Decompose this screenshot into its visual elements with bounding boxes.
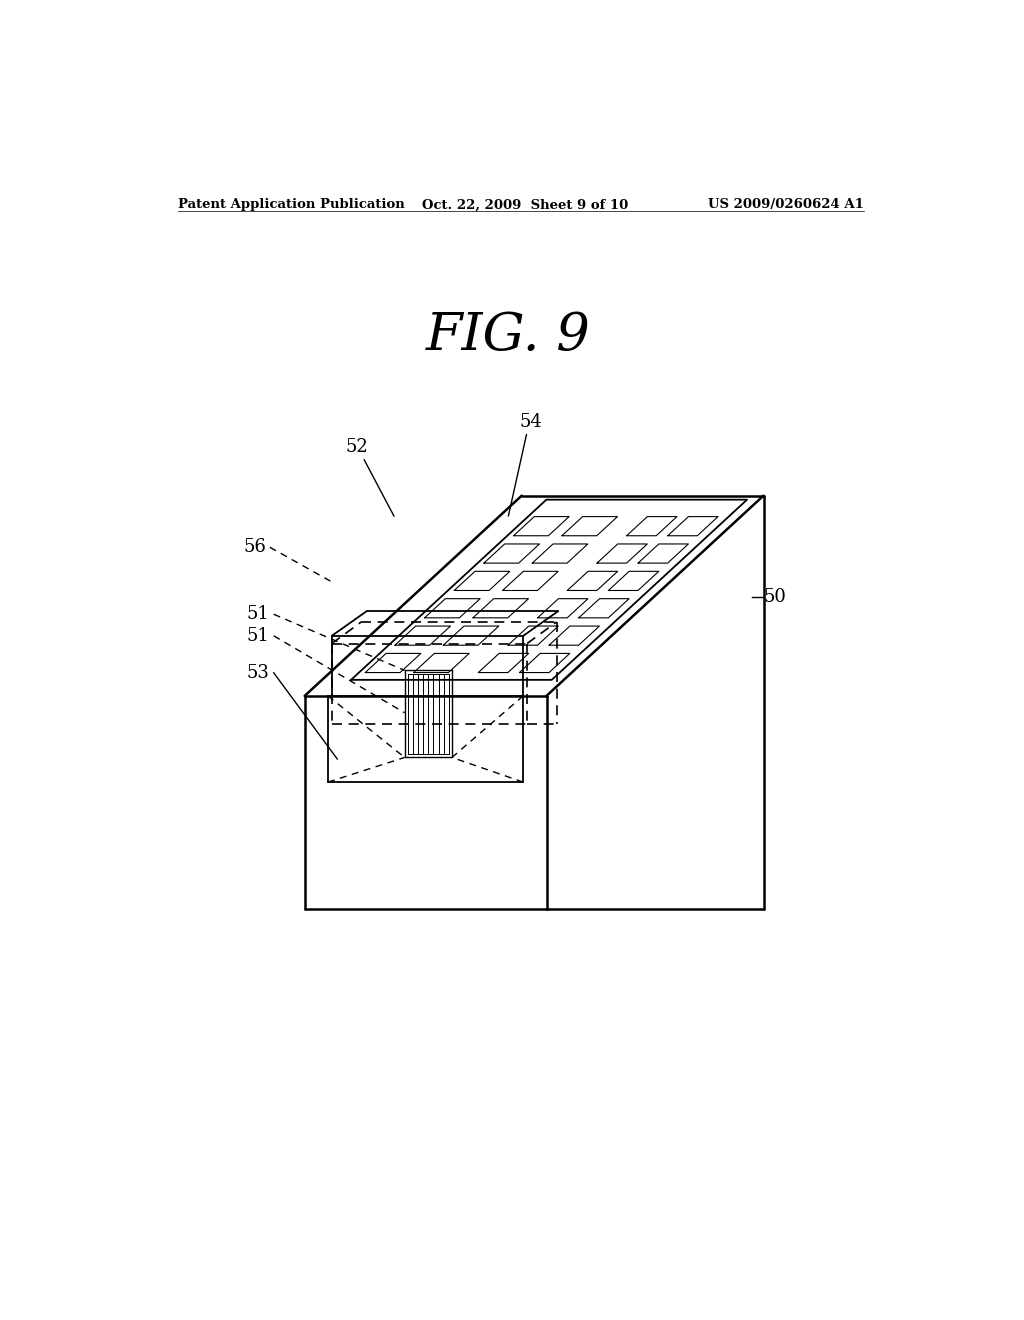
Text: US 2009/0260624 A1: US 2009/0260624 A1 [709, 198, 864, 211]
Text: 50: 50 [764, 589, 786, 606]
Text: Oct. 22, 2009  Sheet 9 of 10: Oct. 22, 2009 Sheet 9 of 10 [422, 198, 628, 211]
Text: FIG. 9: FIG. 9 [425, 310, 590, 360]
Text: Patent Application Publication: Patent Application Publication [178, 198, 406, 211]
Text: 51: 51 [247, 627, 270, 644]
Text: 52: 52 [345, 438, 368, 457]
Text: 56: 56 [243, 539, 266, 556]
Text: 51: 51 [247, 606, 270, 623]
Text: 53: 53 [247, 664, 270, 681]
Text: 54: 54 [519, 413, 543, 430]
